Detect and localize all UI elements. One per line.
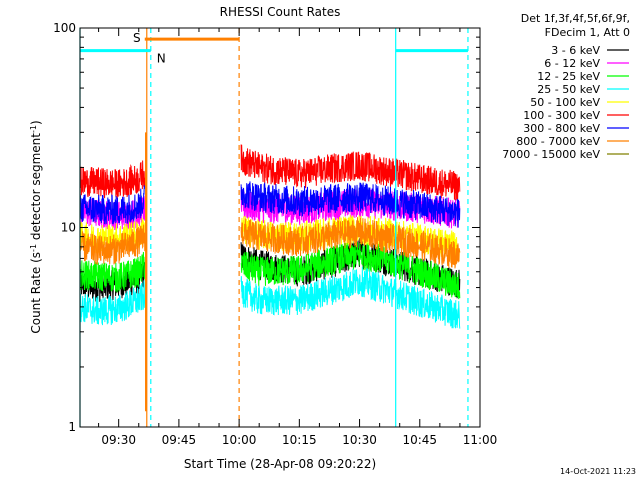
series-line-6-1 (240, 181, 461, 228)
series-line-7-0 (79, 224, 146, 266)
n-label: N (157, 52, 166, 66)
legend-label-3: 25 - 50 keV (537, 83, 600, 96)
series-layer (79, 132, 461, 412)
y-tick-label-0: 1 (68, 420, 76, 434)
legend-label-2: 12 - 25 keV (537, 70, 600, 83)
x-tick-label-6: 11:00 (463, 433, 498, 447)
series-line-5-0 (79, 160, 146, 200)
series-line-7-1 (240, 217, 461, 269)
legend-label-8: 7000 - 15000 keV (502, 148, 600, 161)
axes-layer: 1 10 100 09:30 09:45 10:00 10:15 10:30 10:45 11:0… (53, 21, 497, 447)
legend-label-7: 800 - 7000 keV (516, 135, 600, 148)
legend: Det 1f,3f,4f,5f,6f,9f, FDecim 1, Att 0 3… (502, 12, 630, 161)
x-tick-label-1: 09:45 (162, 433, 197, 447)
series-line-6-0 (79, 185, 146, 225)
legend-label-0: 3 - 6 keV (551, 44, 600, 57)
series-line-2-0 (79, 251, 146, 293)
series-5 (79, 144, 461, 201)
x-tick-label-5: 10:45 (402, 433, 437, 447)
legend-header-line-1: Det 1f,3f,4f,5f,6f,9f, (521, 12, 630, 25)
legend-label-5: 100 - 300 keV (523, 109, 600, 122)
series-line-3-1 (240, 266, 461, 329)
x-axis-label: Start Time (28-Apr-08 09:20:22) (184, 457, 376, 471)
y-tick-label-1: 10 (61, 221, 76, 235)
legend-label-6: 300 - 800 keV (523, 122, 600, 135)
x-tick-label-3: 10:15 (282, 433, 317, 447)
x-tick-label-0: 09:30 (101, 433, 136, 447)
x-tick-label-2: 10:00 (222, 433, 257, 447)
s-label: S (133, 31, 141, 45)
legend-header-line-2: FDecim 1, Att 0 (545, 26, 630, 39)
legend-label-1: 6 - 12 keV (544, 57, 600, 70)
series-7 (79, 217, 461, 269)
legend-label-4: 50 - 100 keV (530, 96, 600, 109)
series-line-3-0 (79, 280, 146, 326)
chart-title: RHESSI Count Rates (220, 5, 341, 19)
series-3 (79, 266, 461, 329)
series-line-5-1 (240, 144, 461, 201)
series-line-1-0 (79, 195, 146, 231)
timestamp: 14-Oct-2021 11:23 (560, 467, 636, 476)
y-axis-label: Count Rate (s-1 detector segment-1) (29, 120, 44, 333)
series-6 (79, 181, 461, 228)
y-tick-label-2: 100 (53, 21, 76, 35)
x-tick-label-4: 10:30 (342, 433, 377, 447)
